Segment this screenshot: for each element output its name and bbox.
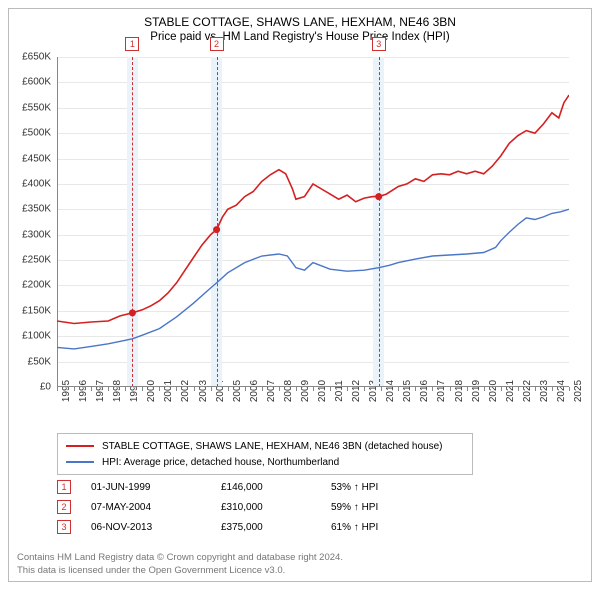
y-tick-label: £100K (9, 331, 51, 342)
x-tick-mark (330, 387, 331, 391)
series-line-hpi (57, 209, 569, 349)
x-tick-mark (450, 387, 451, 391)
sale-marker-box: 1 (125, 37, 139, 51)
sale-date: 07-MAY-2004 (91, 502, 221, 513)
y-tick-label: £500K (9, 128, 51, 139)
sale-index-box: 1 (57, 480, 71, 494)
sale-dot (213, 226, 220, 233)
sale-pct: 61% ↑ HPI (331, 522, 411, 533)
sales-table-row: 1 01-JUN-1999£146,00053% ↑ HPI (57, 477, 411, 497)
x-tick-mark (91, 387, 92, 391)
x-tick-mark (569, 387, 570, 391)
y-tick-label: £200K (9, 280, 51, 291)
sale-pct: 59% ↑ HPI (331, 502, 411, 513)
sale-pct: 53% ↑ HPI (331, 482, 411, 493)
sale-index-box: 3 (57, 520, 71, 534)
x-tick-mark (381, 387, 382, 391)
chart-container: STABLE COTTAGE, SHAWS LANE, HEXHAM, NE46… (8, 8, 592, 582)
sale-date: 01-JUN-1999 (91, 482, 221, 493)
y-tick-label: £350K (9, 204, 51, 215)
sale-marker-box: 2 (210, 37, 224, 51)
sale-dot (375, 193, 382, 200)
legend-label: STABLE COTTAGE, SHAWS LANE, HEXHAM, NE46… (102, 441, 443, 452)
sale-dot (129, 309, 136, 316)
x-tick-mark (467, 387, 468, 391)
x-tick-mark (211, 387, 212, 391)
y-tick-label: £650K (9, 52, 51, 63)
x-tick-mark (57, 387, 58, 391)
x-tick-mark (125, 387, 126, 391)
chart-title: STABLE COTTAGE, SHAWS LANE, HEXHAM, NE46… (9, 15, 591, 29)
sale-index-box: 2 (57, 500, 71, 514)
x-tick-mark (108, 387, 109, 391)
x-tick-mark (518, 387, 519, 391)
x-tick-mark (194, 387, 195, 391)
x-tick-mark (176, 387, 177, 391)
attribution-line: This data is licensed under the Open Gov… (17, 565, 343, 577)
x-tick-mark (552, 387, 553, 391)
x-tick-mark (432, 387, 433, 391)
sale-price: £146,000 (221, 482, 331, 493)
x-tick-label: 2025 (573, 380, 584, 402)
legend-row: STABLE COTTAGE, SHAWS LANE, HEXHAM, NE46… (66, 438, 464, 454)
chart-subtitle: Price paid vs. HM Land Registry's House … (9, 31, 591, 43)
x-tick-mark (296, 387, 297, 391)
sale-price: £375,000 (221, 522, 331, 533)
x-tick-mark (228, 387, 229, 391)
x-tick-mark (142, 387, 143, 391)
x-tick-mark (501, 387, 502, 391)
series-line-property (57, 95, 569, 323)
legend: STABLE COTTAGE, SHAWS LANE, HEXHAM, NE46… (57, 433, 473, 475)
x-tick-mark (484, 387, 485, 391)
attribution: Contains HM Land Registry data © Crown c… (17, 552, 343, 577)
attribution-line: Contains HM Land Registry data © Crown c… (17, 552, 343, 564)
x-tick-mark (279, 387, 280, 391)
legend-row: HPI: Average price, detached house, Nort… (66, 454, 464, 470)
x-tick-mark (415, 387, 416, 391)
sales-table-row: 3 06-NOV-2013£375,00061% ↑ HPI (57, 517, 411, 537)
y-tick-label: £300K (9, 229, 51, 240)
sale-date: 06-NOV-2013 (91, 522, 221, 533)
x-tick-mark (364, 387, 365, 391)
x-tick-mark (313, 387, 314, 391)
x-tick-mark (159, 387, 160, 391)
y-tick-label: £550K (9, 102, 51, 113)
sales-table-row: 2 07-MAY-2004£310,00059% ↑ HPI (57, 497, 411, 517)
x-tick-mark (245, 387, 246, 391)
sales-table: 1 01-JUN-1999£146,00053% ↑ HPI 2 07-MAY-200… (57, 477, 411, 537)
y-tick-label: £50K (9, 356, 51, 367)
y-tick-label: £150K (9, 305, 51, 316)
y-tick-label: £400K (9, 178, 51, 189)
x-tick-mark (535, 387, 536, 391)
x-tick-mark (347, 387, 348, 391)
y-tick-label: £250K (9, 255, 51, 266)
y-tick-label: £600K (9, 77, 51, 88)
y-tick-label: £0 (9, 382, 51, 393)
x-tick-mark (74, 387, 75, 391)
legend-swatch-property (66, 445, 94, 447)
legend-label: HPI: Average price, detached house, Nort… (102, 457, 339, 468)
sale-price: £310,000 (221, 502, 331, 513)
x-tick-mark (398, 387, 399, 391)
legend-swatch-hpi (66, 461, 94, 463)
sale-marker-box: 3 (372, 37, 386, 51)
chart-lines (57, 57, 569, 387)
y-tick-label: £450K (9, 153, 51, 164)
x-tick-mark (262, 387, 263, 391)
